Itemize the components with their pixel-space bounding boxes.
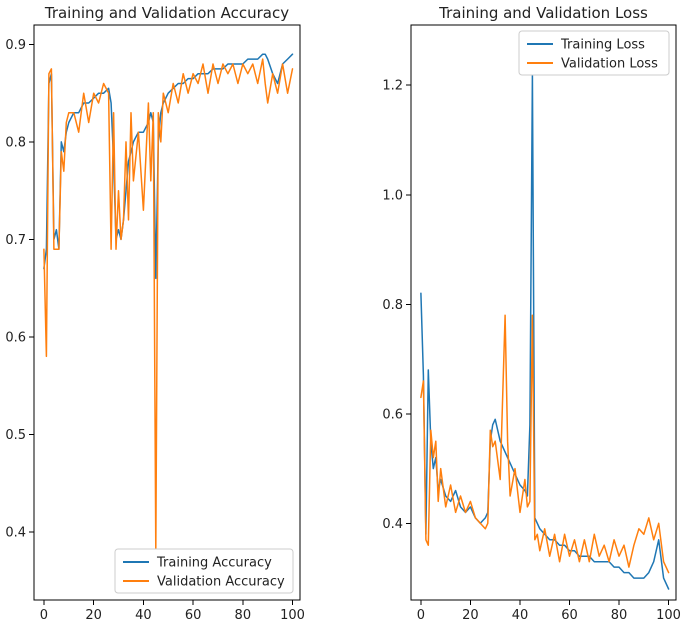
loss-legend-label-validation: Validation Loss (561, 57, 658, 72)
loss-ytick-label: 0.4 (382, 517, 403, 532)
accuracy-xtick-label: 20 (85, 608, 102, 623)
accuracy-xtick-label: 0 (40, 608, 48, 623)
accuracy-xtick-label: 100 (280, 608, 305, 623)
loss-ytick-label: 1.0 (382, 188, 403, 203)
loss-legend-label-training: Training Loss (560, 38, 645, 53)
loss-plot-frame (410, 24, 677, 601)
loss-chart: Training and Validation Loss 0 20 40 60 80 10… (382, 4, 681, 623)
loss-series-layer (420, 73, 670, 590)
loss-axis-ticks: 0 20 40 60 80 100 0.4 0.6 0.8 1.0 1.2 (382, 79, 681, 623)
accuracy-legend-box (114, 548, 294, 594)
accuracy-legend: Training Accuracy Validation Accuracy (114, 548, 294, 594)
loss-xtick-label: 0 (417, 608, 425, 623)
loss-xtick-label: 20 (462, 608, 479, 623)
loss-xtick-label: 40 (512, 608, 529, 623)
loss-training-line (420, 73, 670, 590)
accuracy-chart-title: Training and Validation Accuracy (44, 4, 289, 22)
loss-validation-line (420, 314, 670, 574)
accuracy-ytick-label: 0.5 (5, 428, 26, 443)
accuracy-ytick-label: 0.6 (5, 330, 26, 345)
loss-ytick-label: 0.6 (382, 407, 403, 422)
accuracy-validation-line (43, 58, 294, 553)
accuracy-plot-frame (33, 24, 301, 601)
accuracy-ytick-label: 0.9 (5, 38, 26, 53)
loss-chart-title: Training and Validation Loss (438, 4, 648, 22)
loss-legend: Training Loss Validation Loss (518, 30, 670, 76)
loss-xtick-label: 80 (611, 608, 628, 623)
accuracy-legend-label-training: Training Accuracy (156, 556, 272, 571)
accuracy-ytick-label: 0.4 (5, 525, 26, 540)
loss-xtick-label: 60 (561, 608, 578, 623)
accuracy-xtick-label: 80 (235, 608, 252, 623)
loss-ytick-label: 0.8 (382, 298, 403, 313)
loss-ytick-label: 1.2 (382, 79, 403, 94)
accuracy-xtick-label: 40 (135, 608, 152, 623)
accuracy-chart: Training and Validation Accuracy 0 20 40 60… (5, 4, 305, 623)
accuracy-training-line (43, 53, 294, 280)
accuracy-xtick-label: 60 (185, 608, 202, 623)
loss-legend-box (518, 30, 670, 76)
accuracy-ytick-label: 0.7 (5, 233, 26, 248)
accuracy-series-layer (43, 53, 294, 553)
accuracy-legend-label-validation: Validation Accuracy (157, 575, 285, 590)
accuracy-axis-ticks: 0 20 40 60 80 100 0.4 0.5 0.6 0.7 0.8 0.9 (5, 38, 305, 623)
accuracy-ytick-label: 0.8 (5, 135, 26, 150)
loss-xtick-label: 100 (656, 608, 681, 623)
